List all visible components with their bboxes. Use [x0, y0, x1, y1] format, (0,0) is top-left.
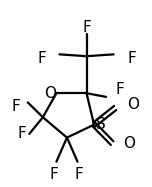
- Text: F: F: [115, 82, 124, 97]
- Text: F: F: [49, 167, 58, 182]
- Text: S: S: [96, 117, 105, 132]
- Text: F: F: [127, 50, 136, 66]
- Text: F: F: [75, 167, 83, 182]
- Text: F: F: [12, 99, 20, 114]
- Text: O: O: [123, 136, 135, 151]
- Text: O: O: [44, 86, 56, 101]
- Text: O: O: [127, 97, 139, 112]
- Text: F: F: [37, 50, 46, 66]
- Text: F: F: [17, 126, 26, 141]
- Text: F: F: [82, 20, 91, 35]
